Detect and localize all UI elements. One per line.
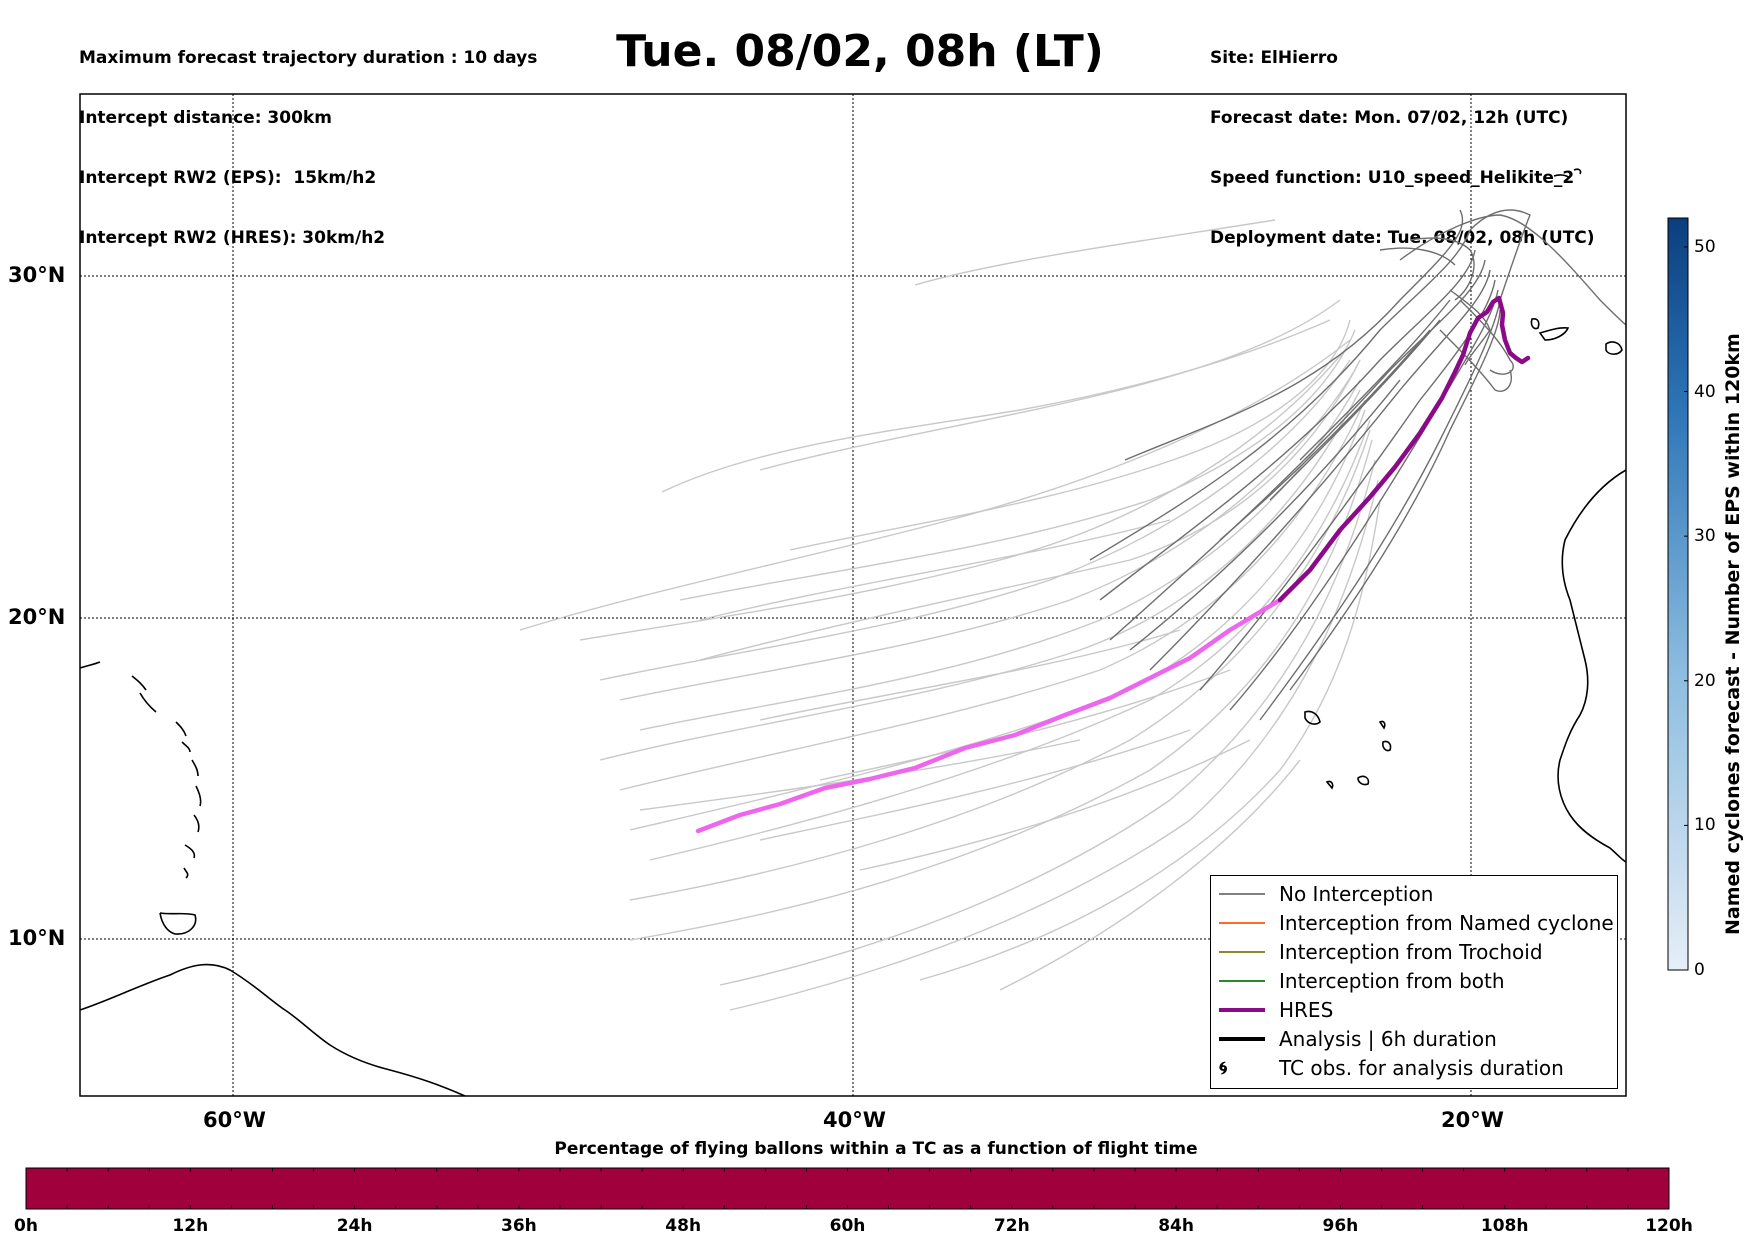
coast-canary-islands: [1530, 318, 1623, 355]
coast-south-america: [79, 963, 466, 1097]
colorbar-right-title: Named cyclones forecast - Number of EPS …: [1722, 333, 1744, 935]
legend-label: Interception from both: [1279, 969, 1505, 993]
legend-swatch: [1219, 922, 1265, 924]
legend-item-both: Interception from both: [1211, 968, 1505, 994]
page-title: Tue. 08/02, 08h (LT): [616, 26, 1104, 77]
colorbar-right-tick-label: 10: [1694, 815, 1716, 836]
coast-africa: [1557, 469, 1627, 863]
colorbar-bottom-tick-label: 96h: [1322, 1216, 1359, 1236]
colorbar-bottom-tick-label: 72h: [993, 1216, 1030, 1236]
legend-label: Analysis | 6h duration: [1279, 1027, 1497, 1051]
info-intercept-distance: Intercept distance: 300km: [79, 108, 332, 128]
info-intercept-hres: Intercept RW2 (HRES): 30km/h2: [79, 228, 386, 248]
colorbar-bottom-tick-label: 60h: [829, 1216, 866, 1236]
legend-item-no-interception: No Interception: [1211, 881, 1433, 907]
legend-swatch: [1219, 893, 1265, 895]
colorbar-bottom-tick-label: 84h: [1158, 1216, 1194, 1236]
colorbar-right-tick-label: 0: [1694, 960, 1705, 980]
legend-label: Interception from Named cyclone: [1279, 911, 1614, 935]
hres-trajectory: [695, 295, 1531, 834]
legend-swatch: [1219, 951, 1265, 953]
legend-label: No Interception: [1279, 882, 1434, 906]
colorbar-right-tick-label: 50: [1694, 236, 1716, 257]
info-site: Site: ElHierro: [1210, 48, 1338, 68]
header-info-right: Site: ElHierro Forecast date: Mon. 07/02…: [1210, 8, 1595, 268]
hres-dark-segment: [1277, 295, 1531, 603]
colorbar-bottom-tick-label: 120h: [1645, 1216, 1693, 1236]
colorbar-bottom-tick-label: 36h: [501, 1216, 537, 1236]
lon-label-40: 40°W: [823, 1108, 886, 1132]
colorbar-right-ticks: [1684, 246, 1688, 971]
legend-swatch: [1219, 1008, 1265, 1012]
legend-item-trochoid: Interception from Trochoid: [1211, 939, 1543, 965]
legend-label: TC obs. for analysis duration: [1279, 1056, 1564, 1080]
colorbar-right-tick-label: 40: [1694, 381, 1716, 402]
info-max-duration: Maximum forecast trajectory duration : 1…: [79, 48, 538, 68]
colorbar-bottom-tick-label: 48h: [665, 1216, 702, 1236]
coast-caribbean-islands: [79, 661, 202, 879]
info-speed-function: Speed function: U10_speed_Helikite_2: [1210, 168, 1575, 188]
colorbar-right-tick-label: 30: [1694, 526, 1716, 547]
coast-trinidad: [159, 912, 197, 935]
info-forecast-date: Forecast date: Mon. 07/02, 12h (UTC): [1210, 108, 1569, 128]
tc-symbol-icon: 🌀︎: [1219, 1057, 1227, 1079]
header-info-left: Maximum forecast trajectory duration : 1…: [79, 8, 537, 268]
colorbar-bottom: [25, 1167, 1670, 1210]
lat-label-10: 10°N: [8, 926, 66, 950]
lon-label-20: 20°W: [1441, 1108, 1504, 1132]
eps-trajectories-dark: [1089, 209, 1627, 721]
colorbar-bottom-tick-label: 12h: [172, 1216, 209, 1236]
legend-swatch: [1219, 980, 1265, 982]
coastlines: [79, 168, 1627, 1097]
legend-item-hres: HRES: [1211, 997, 1333, 1023]
colorbar-bottom-tick-label: 108h: [1480, 1216, 1529, 1236]
legend-swatch: [1219, 1037, 1265, 1041]
legend-label: Interception from Trochoid: [1279, 940, 1543, 964]
colorbar-bottom-ticks: [25, 1168, 1670, 1209]
coast-cape-verde: [1304, 710, 1392, 790]
legend-label: HRES: [1279, 998, 1334, 1022]
lon-label-60: 60°W: [203, 1108, 266, 1132]
colorbar-bottom-tick-label: 24h: [336, 1216, 373, 1236]
hres-light-segment: [695, 597, 1283, 834]
lat-label-20: 20°N: [8, 605, 66, 629]
legend-item-tc-obs: 🌀︎ TC obs. for analysis duration: [1211, 1055, 1564, 1081]
legend-item-analysis: Analysis | 6h duration: [1211, 1026, 1497, 1052]
colorbar-right: [1667, 217, 1689, 971]
map-frame: [79, 93, 1627, 1097]
legend-item-named-cyclone: Interception from Named cyclone: [1211, 910, 1614, 936]
info-deployment-date: Deployment date: Tue. 08/02, 08h (UTC): [1210, 228, 1595, 248]
colorbar-bottom-tick-label: 0h: [14, 1216, 38, 1236]
legend: No Interception Interception from Named …: [1210, 875, 1618, 1089]
info-intercept-eps: Intercept RW2 (EPS): 15km/h2: [79, 168, 377, 188]
lat-label-30: 30°N: [8, 263, 66, 287]
colorbar-bottom-title: Percentage of flying ballons within a TC…: [554, 1139, 1198, 1159]
coast-madeira: [1553, 168, 1582, 179]
colorbar-right-tick-label: 20: [1694, 670, 1716, 691]
